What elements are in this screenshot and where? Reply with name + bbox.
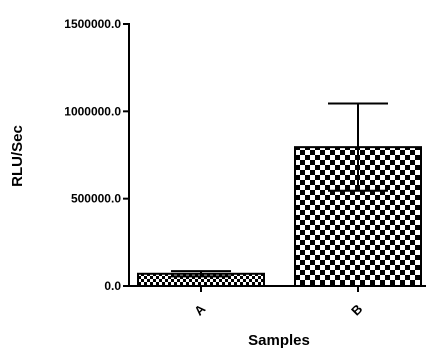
y-tick-label: 500000.0 — [71, 192, 121, 206]
y-tick-label: 1500000.0 — [64, 17, 121, 31]
y-tick-label: 1000000.0 — [64, 104, 121, 118]
bars-layer — [137, 146, 422, 288]
error-bars-layer — [171, 102, 388, 278]
x-tick-label: A — [191, 301, 209, 319]
y-axis-label: RLU/Sec — [9, 125, 26, 187]
x-tick-label: B — [348, 301, 365, 318]
y-axis-ticks: 0.0 500000.0 1000000.0 1500000.0 — [64, 17, 129, 293]
y-tick-label: 0.0 — [104, 279, 121, 293]
x-axis-label: Samples — [248, 332, 310, 349]
